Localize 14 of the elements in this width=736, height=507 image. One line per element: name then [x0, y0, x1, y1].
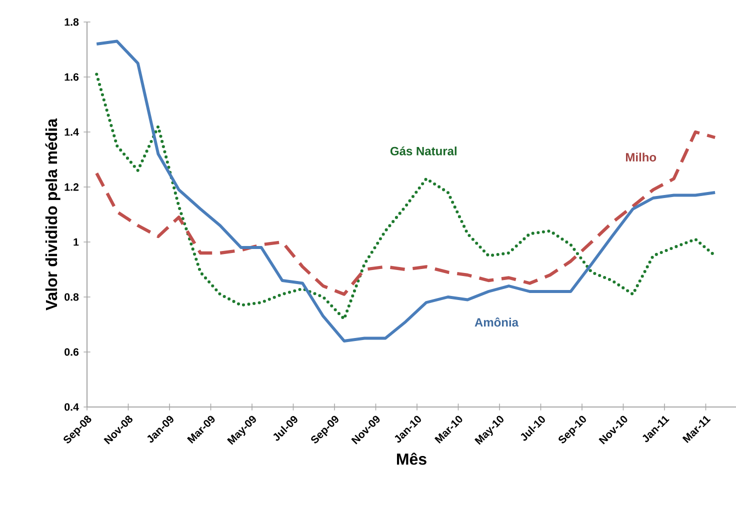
series-label: Milho [626, 152, 656, 162]
y-axis-title: Valor dividido pela média [45, 118, 60, 310]
y-tick-label: 1.2 [64, 183, 79, 191]
y-tick-label: 1.6 [64, 73, 79, 81]
y-tick-label: 1 [74, 238, 79, 246]
line-series [95, 130, 717, 296]
y-tick-label: 0.4 [64, 403, 79, 411]
x-axis-title: Mês [397, 452, 426, 465]
text: Gás Natural [390, 146, 456, 156]
series-label: Amônia [474, 318, 519, 327]
y-tick-label: 0.6 [64, 348, 79, 356]
y-tick-label: 0.8 [64, 293, 79, 301]
y-tick-label: 1.4 [64, 128, 79, 136]
y-tick-label: 1.8 [64, 18, 79, 26]
